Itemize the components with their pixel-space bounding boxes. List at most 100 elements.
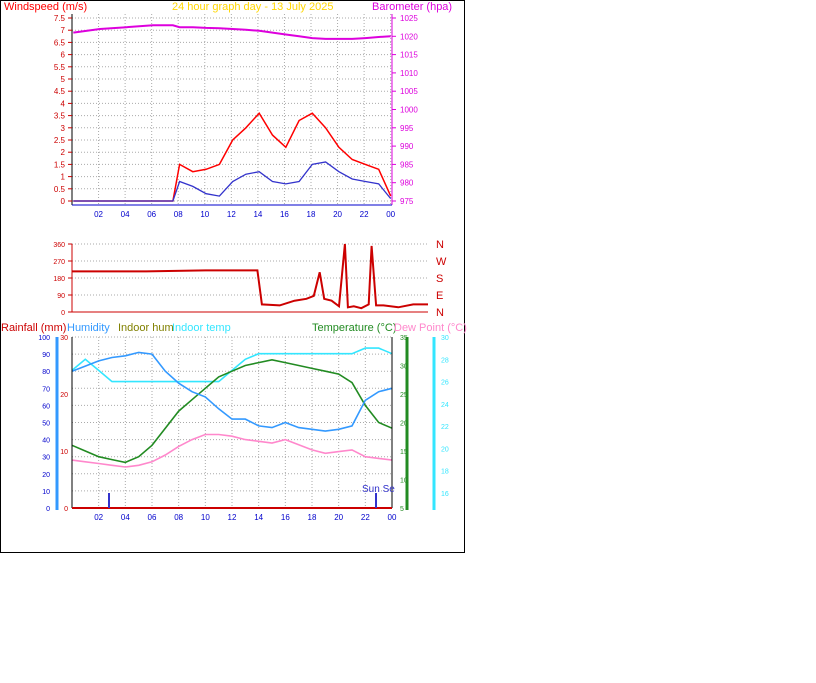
wind-x-tick: 10 bbox=[200, 210, 209, 219]
temp-y-tick: 5 bbox=[400, 506, 404, 513]
indoor-hum-label: Indoor hum bbox=[118, 322, 174, 334]
temperature-label: Temperature (°C) bbox=[312, 322, 396, 334]
humidity-y-tick: 0 bbox=[46, 506, 50, 513]
baro-y-tick: 980 bbox=[400, 179, 414, 188]
baro-y-tick: 990 bbox=[400, 142, 414, 151]
rain-y-tick: 10 bbox=[60, 449, 68, 456]
wind-x-tick: 00 bbox=[386, 210, 395, 219]
humidity-y-tick: 10 bbox=[42, 489, 50, 496]
dir-y-tick: 90 bbox=[57, 293, 65, 300]
wind-y-tick: 2.5 bbox=[54, 136, 66, 145]
wind-x-tick: 16 bbox=[280, 210, 289, 219]
wind-y-tick: 3.5 bbox=[54, 112, 66, 121]
chart-title: 24 hour graph day - 13 July 2025 bbox=[172, 1, 333, 13]
wind-average-line bbox=[73, 161, 392, 202]
temp-y-tick: 35 bbox=[400, 335, 408, 342]
humidity-y-tick: 30 bbox=[42, 455, 50, 462]
dir-y-tick: 270 bbox=[53, 259, 65, 266]
temp-y-tick: 15 bbox=[400, 449, 408, 456]
temp-y-tick: 30 bbox=[400, 364, 408, 371]
wind-y-tick: 6 bbox=[61, 51, 66, 60]
temp-x-tick: 22 bbox=[361, 513, 370, 522]
dir-compass-label: E bbox=[436, 290, 443, 302]
sunset-annotation: Sun Se bbox=[362, 484, 395, 495]
temp-y-tick: 25 bbox=[400, 392, 408, 399]
baro-y-tick: 1025 bbox=[400, 14, 418, 23]
wind-direction-chart: 0 N 90 E 180 S 270 W 360 N bbox=[53, 239, 447, 319]
humidity-y-tick: 80 bbox=[42, 369, 50, 376]
dew-y-tick: 30 bbox=[441, 335, 449, 342]
wind-y-tick: 7 bbox=[61, 26, 66, 35]
temp-x-tick: 18 bbox=[308, 513, 317, 522]
rain-y-tick: 30 bbox=[60, 335, 68, 342]
rainfall-label: Rainfall (mm) bbox=[1, 322, 66, 334]
baro-y-tick: 985 bbox=[400, 160, 414, 169]
humidity-y-tick: 60 bbox=[42, 403, 50, 410]
wind-x-tick: 12 bbox=[227, 210, 236, 219]
baro-y-tick: 1010 bbox=[400, 69, 418, 78]
temp-y-tick: 10 bbox=[400, 478, 408, 485]
dew-y-tick: 26 bbox=[441, 380, 449, 387]
wind-x-tick: 04 bbox=[121, 210, 130, 219]
temp-x-tick: 04 bbox=[121, 513, 130, 522]
dir-compass-label: N bbox=[436, 307, 444, 319]
humidity-y-tick: 100 bbox=[38, 335, 50, 342]
rain-y-tick: 0 bbox=[64, 506, 68, 513]
dew-point-label: Dew Point (°C) bbox=[394, 322, 467, 334]
wind-x-tick: 06 bbox=[147, 210, 156, 219]
humidity-y-tick: 50 bbox=[42, 421, 50, 428]
humidity-label: Humidity bbox=[67, 322, 110, 334]
humidity-y-tick: 70 bbox=[42, 386, 50, 393]
temp-x-tick: 16 bbox=[281, 513, 290, 522]
wind-y-tick: 2 bbox=[61, 148, 66, 157]
dew-y-tick: 16 bbox=[441, 491, 449, 498]
dir-compass-label: W bbox=[436, 256, 447, 268]
baro-y-tick: 1000 bbox=[400, 106, 418, 115]
dew-y-tick: 24 bbox=[441, 402, 449, 409]
wind-y-tick: 5.5 bbox=[54, 63, 66, 72]
wind-x-tick: 08 bbox=[174, 210, 183, 219]
dew-y-tick: 18 bbox=[441, 469, 449, 476]
wind-direction-line bbox=[72, 243, 428, 310]
humidity-line bbox=[71, 351, 393, 432]
wind-y-tick: 1 bbox=[61, 173, 66, 182]
dir-y-tick: 360 bbox=[53, 242, 65, 249]
humidity-y-tick: 20 bbox=[42, 472, 50, 479]
temp-x-tick: 10 bbox=[201, 513, 210, 522]
baro-y-tick: 1005 bbox=[400, 87, 418, 96]
wind-y-tick: 4.5 bbox=[54, 87, 66, 96]
humidity-y-tick: 90 bbox=[42, 352, 50, 359]
barometer-line bbox=[73, 24, 391, 40]
temp-x-tick: 20 bbox=[334, 513, 343, 522]
rain-y-tick: 20 bbox=[60, 392, 68, 399]
dir-compass-label: S bbox=[436, 273, 443, 285]
temp-y-tick: 20 bbox=[400, 421, 408, 428]
temperature-line bbox=[71, 358, 393, 464]
wind-x-tick: 18 bbox=[307, 210, 316, 219]
temp-x-tick: 12 bbox=[228, 513, 237, 522]
wind-y-tick: 4 bbox=[61, 99, 66, 108]
barometer-label: Barometer (hpa) bbox=[372, 1, 452, 13]
baro-y-tick: 995 bbox=[400, 124, 414, 133]
humidity-y-tick: 40 bbox=[42, 438, 50, 445]
dir-y-tick: 0 bbox=[61, 310, 65, 317]
indoor-temp-label: Indoor temp bbox=[172, 322, 231, 334]
wind-y-tick: 6.5 bbox=[54, 38, 66, 47]
indoor-hum-line bbox=[71, 433, 393, 468]
wind-y-tick: 0.5 bbox=[54, 185, 66, 194]
baro-y-tick: 1020 bbox=[400, 32, 418, 41]
baro-y-tick: 1015 bbox=[400, 51, 418, 60]
dew-y-tick: 28 bbox=[441, 357, 449, 364]
wind-y-tick: 3 bbox=[61, 124, 66, 133]
temp-x-tick: 00 bbox=[388, 513, 397, 522]
temp-x-tick: 06 bbox=[148, 513, 157, 522]
wind-chart: 02 04 06 08 10 12 14 16 18 20 22 0000.511.522.533.5… bbox=[4, 1, 452, 219]
wind-x-tick: 22 bbox=[360, 210, 369, 219]
windspeed-label: Windspeed (m/s) bbox=[4, 1, 87, 13]
dir-y-tick: 180 bbox=[53, 276, 65, 283]
temperature-humidity-chart: 02 04 06 08 10 12 14 16 18 20 22 000102030405060708… bbox=[1, 322, 467, 522]
dew-y-tick: 22 bbox=[441, 424, 449, 431]
dew-y-tick: 20 bbox=[441, 446, 449, 453]
wind-y-tick: 7.5 bbox=[54, 14, 66, 23]
